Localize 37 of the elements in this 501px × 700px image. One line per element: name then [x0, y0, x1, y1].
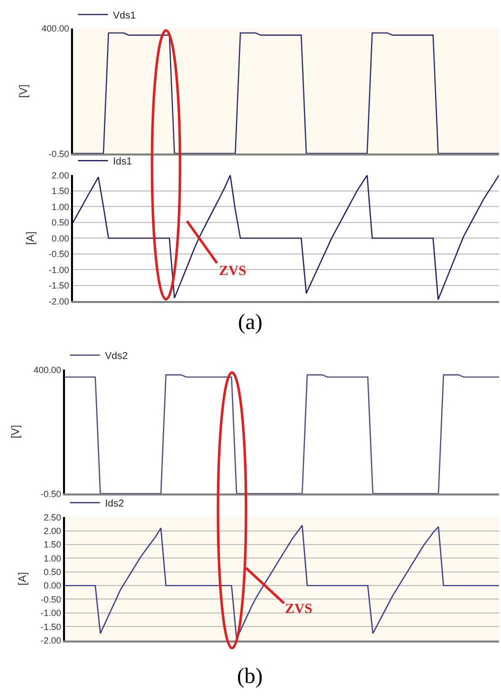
y-tick-label: -1.00 — [40, 608, 62, 618]
y-tick-label: 1.00 — [44, 553, 62, 564]
y-tick-label: -0.50 — [40, 488, 62, 499]
y-tick-label: -0.50 — [48, 148, 70, 159]
y-tick-label: -1.00 — [48, 264, 70, 275]
y-tick-label: -2.00 — [40, 635, 62, 646]
y-tick-label: 0.50 — [44, 567, 62, 578]
y-tick-label: -0.50 — [48, 249, 70, 260]
y-tick-label: 0.00 — [44, 580, 62, 591]
text: (a) — [238, 309, 262, 334]
text: (b) — [237, 663, 263, 688]
y-tick-label: 0.00 — [52, 233, 70, 244]
y-tick-label: -1.50 — [48, 280, 70, 291]
y-axis-title: [A] — [24, 231, 37, 245]
legend-label: Vds1 — [113, 10, 136, 22]
y-tick-label: 1.50 — [44, 540, 62, 550]
y-tick-label: 1.00 — [52, 202, 70, 212]
annotation: ZVS — [285, 602, 312, 617]
legend-label: Ids1 — [113, 156, 132, 168]
y-axis-title: [A] — [16, 572, 29, 586]
y-tick-label: -2.00 — [48, 296, 70, 306]
y-axis-title: [V] — [18, 84, 30, 98]
y-tick-label: -1.50 — [40, 622, 62, 632]
y-tick-label: 0.50 — [52, 218, 70, 228]
annotation: ZVS — [219, 264, 246, 279]
y-tick-label: 2.50 — [44, 512, 62, 522]
y-tick-label: 2.00 — [52, 170, 70, 180]
line-series — [73, 175, 499, 300]
y-tick-label: 1.50 — [52, 186, 70, 196]
y-axis-title: [V] — [10, 424, 22, 438]
y-tick-label: 400.00 — [34, 364, 62, 375]
y-tick-label: 400.00 — [42, 24, 70, 34]
legend-label: Ids2 — [105, 498, 124, 510]
line-series — [65, 524, 499, 640]
y-tick-label: 2.00 — [44, 526, 62, 536]
y-tick-label: -0.50 — [40, 594, 62, 604]
legend-label: Vds2 — [105, 351, 128, 362]
